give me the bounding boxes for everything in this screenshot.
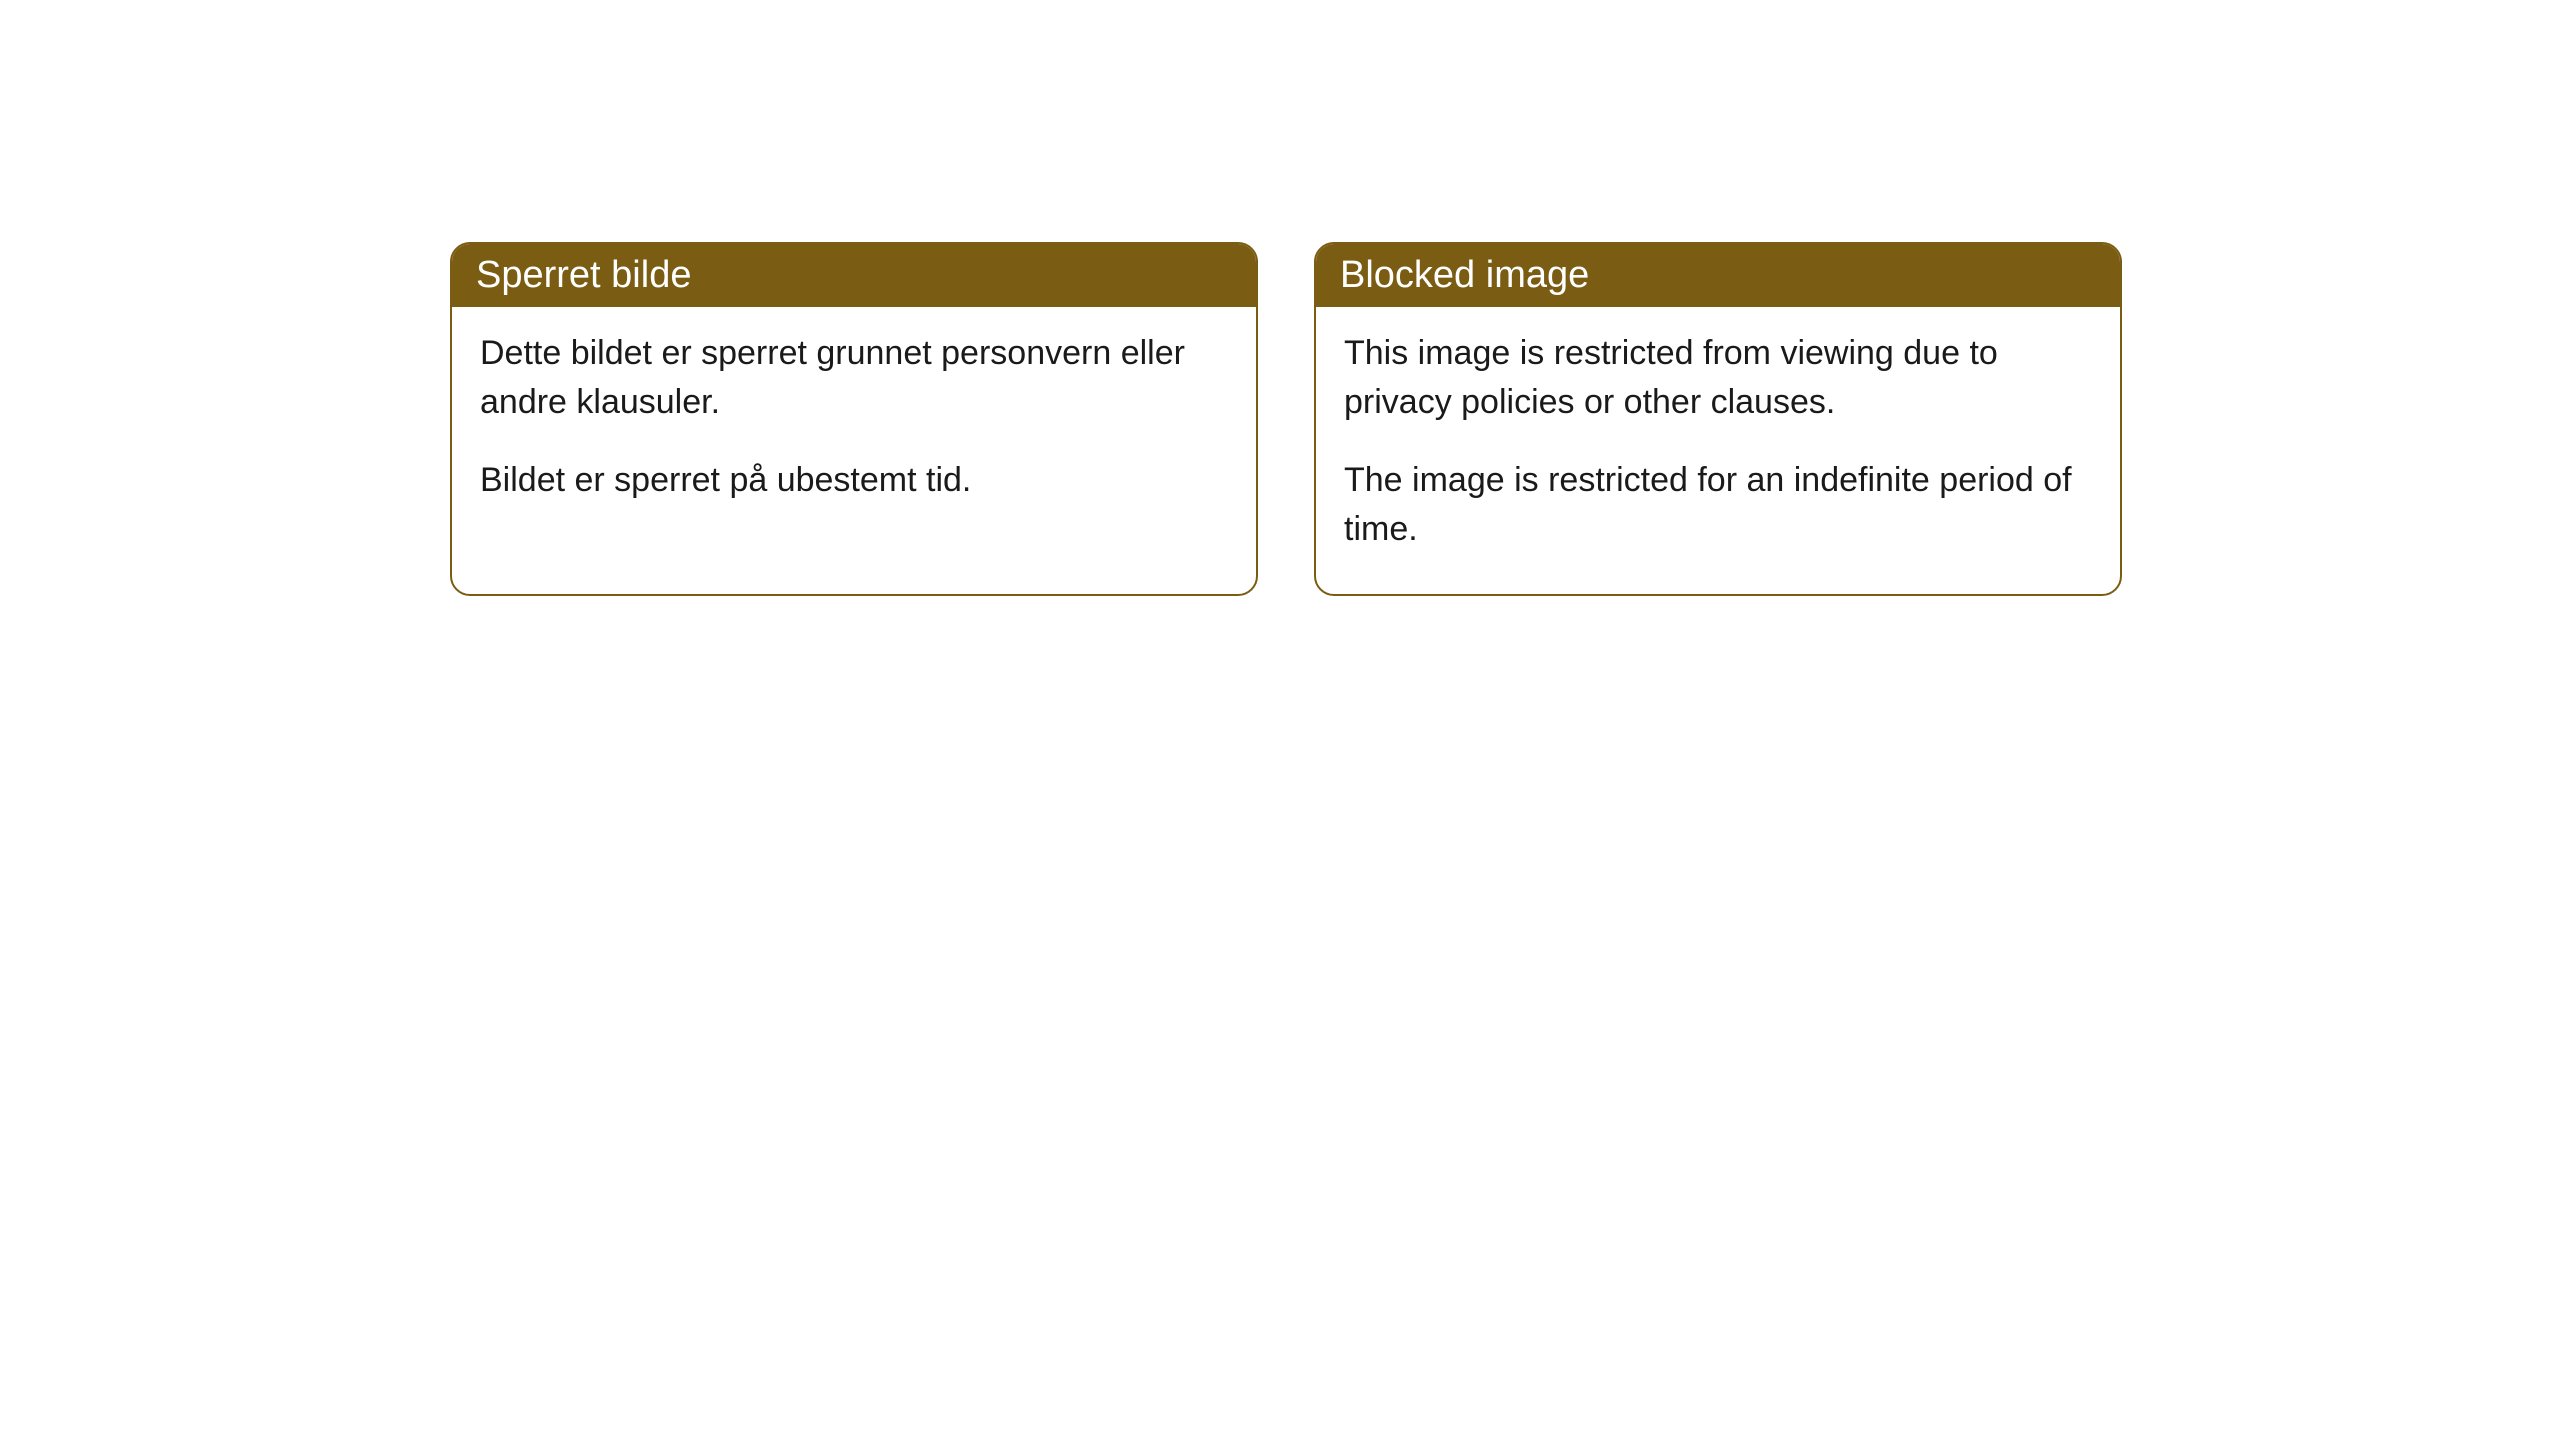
card-paragraph: This image is restricted from viewing du… [1344,329,2092,428]
card-header: Sperret bilde [452,244,1256,307]
card-paragraph: The image is restricted for an indefinit… [1344,456,2092,555]
notice-card-english: Blocked image This image is restricted f… [1314,242,2122,596]
card-title: Blocked image [1340,254,1589,296]
card-title: Sperret bilde [476,254,691,296]
notice-card-norwegian: Sperret bilde Dette bildet er sperret gr… [450,242,1258,596]
card-paragraph: Bildet er sperret på ubestemt tid. [480,456,1228,505]
notice-cards-container: Sperret bilde Dette bildet er sperret gr… [450,242,2122,596]
card-body: Dette bildet er sperret grunnet personve… [452,307,1256,545]
card-body: This image is restricted from viewing du… [1316,307,2120,594]
card-header: Blocked image [1316,244,2120,307]
card-paragraph: Dette bildet er sperret grunnet personve… [480,329,1228,428]
